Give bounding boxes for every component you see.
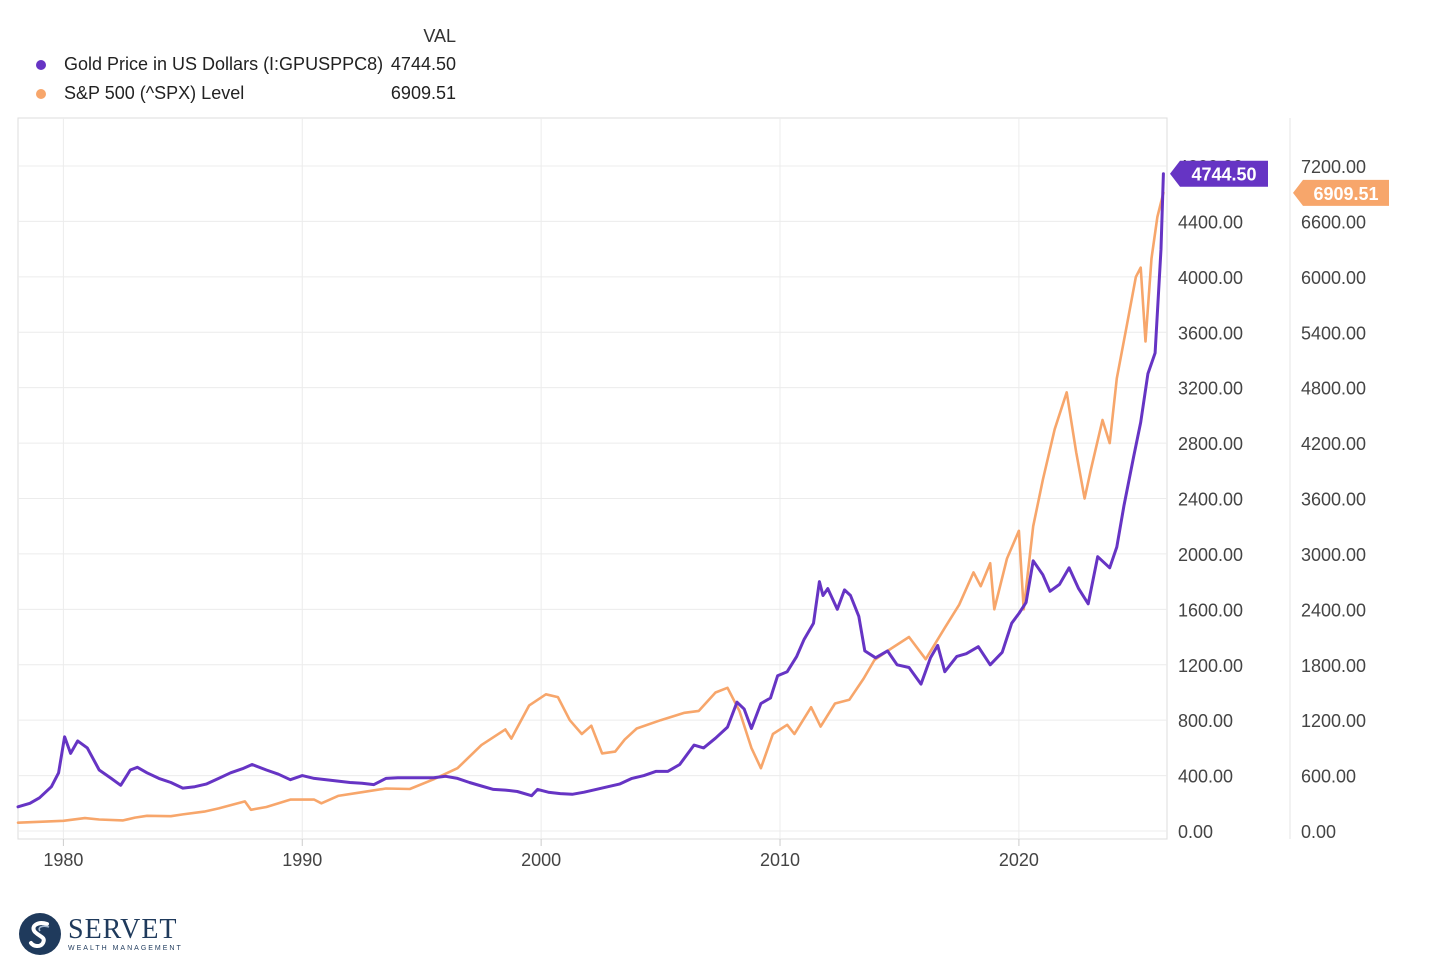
y-left-tick-label: 3200.00 [1178, 379, 1243, 399]
last-value-tag-shape [1170, 160, 1268, 187]
legend-item-sp500[interactable]: S&P 500 (^SPX) Level 6909.51 [36, 79, 476, 108]
x-tick-label: 2020 [999, 850, 1039, 870]
last-value-tag-label: 6909.51 [1313, 184, 1378, 204]
y-right-tick-label: 1200.00 [1301, 711, 1366, 731]
y-left-tick-label: 0.00 [1178, 822, 1213, 842]
y-right-tick-label: 1800.00 [1301, 656, 1366, 676]
x-tick-label: 1990 [282, 850, 322, 870]
legend-dot-icon [36, 59, 46, 70]
y-right-tick-label: 3600.00 [1301, 490, 1366, 510]
y-left-tick-label: 400.00 [1178, 767, 1233, 787]
servet-logo-icon [19, 913, 61, 955]
y-right-tick-label: 7200.00 [1301, 157, 1366, 177]
x-axis: 1980 1990 2000 2010 2020 [43, 839, 1039, 870]
logo-subtitle: WEALTH MANAGEMENT [68, 945, 183, 952]
y-left-tick-label: 800.00 [1178, 711, 1233, 731]
gold-last-value-tag: 4744.50 [1170, 160, 1268, 187]
sp500-line [16, 191, 1165, 824]
legend-dot-icon [36, 88, 46, 99]
y-right-tick-label: 5400.00 [1301, 323, 1366, 343]
x-tick-label: 2010 [760, 850, 800, 870]
last-value-tag-label: 4744.50 [1191, 165, 1256, 185]
y-right-tick-label: 4200.00 [1301, 434, 1366, 454]
y-right-tick-label: 3000.00 [1301, 545, 1366, 565]
legend-item-value: 6909.51 [390, 83, 456, 103]
legend-item-name: Gold Price in US Dollars (I:GPUSPPC8) [64, 54, 384, 74]
y-left-tick-label: 1600.00 [1178, 600, 1243, 620]
last-value-tag-shape [1293, 179, 1389, 206]
legend: VAL Gold Price in US Dollars (I:GPUSPPC8… [36, 26, 476, 108]
legend-item-value: 4744.50 [390, 54, 456, 74]
x-tick-label: 2000 [521, 850, 561, 870]
servet-logo: SERVET WEALTH MANAGEMENT [18, 912, 183, 956]
y-left-tick-label: 4400.00 [1178, 212, 1243, 232]
y-left-tick-label: 4000.00 [1178, 268, 1243, 288]
y-right-tick-label: 2400.00 [1301, 600, 1366, 620]
y-right-tick-label: 4800.00 [1301, 379, 1366, 399]
plot-area [17, 117, 1168, 840]
grid [18, 118, 1167, 839]
y-left-tick-label: 3600.00 [1178, 323, 1243, 343]
y-right-tick-label: 6600.00 [1301, 212, 1366, 232]
y-right-tick-label: 600.00 [1301, 767, 1356, 787]
y-left-tick-label: 1200.00 [1178, 656, 1243, 676]
last-value-tags: 4744.50 6909.51 [1170, 160, 1389, 206]
y-axis-right: 0.00 600.00 1200.00 1800.00 2400.00 3000.00 36… [1301, 157, 1366, 842]
logo-name: SERVET [68, 914, 178, 945]
y-left-tick-label: 2000.00 [1178, 545, 1243, 565]
x-tick-label: 1980 [43, 850, 83, 870]
gold-price-line [16, 172, 1165, 809]
y-axis-left: 0.00 400.00 800.00 1200.00 1600.00 2000.00 240… [1178, 157, 1243, 842]
y-right-tick-label: 6000.00 [1301, 268, 1366, 288]
y-right-tick-label: 0.00 [1301, 822, 1336, 842]
y-left-tick-label: 2800.00 [1178, 434, 1243, 454]
legend-value-header: VAL [423, 26, 456, 46]
legend-item-name: S&P 500 (^SPX) Level [64, 83, 245, 103]
series-group [16, 172, 1165, 824]
y-left-tick-label: 2400.00 [1178, 490, 1243, 510]
sp500-last-value-tag: 6909.51 [1293, 179, 1389, 206]
legend-item-gold[interactable]: Gold Price in US Dollars (I:GPUSPPC8) 47… [36, 50, 476, 79]
